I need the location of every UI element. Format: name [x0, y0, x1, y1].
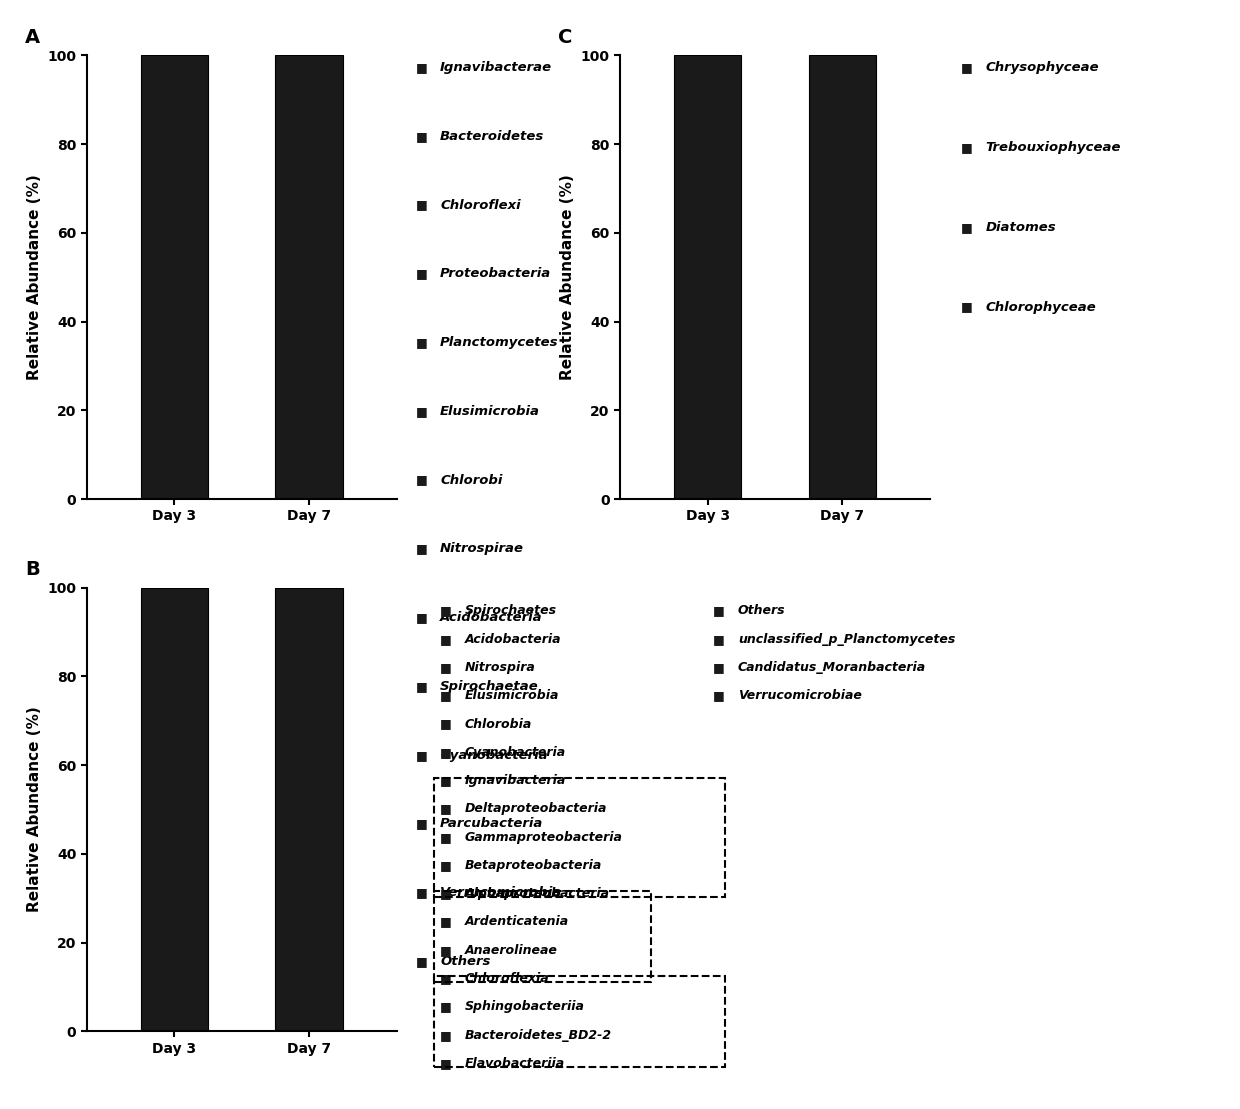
Text: ■: ■ [440, 971, 451, 985]
Text: ■: ■ [440, 689, 451, 702]
Text: ■: ■ [415, 542, 427, 556]
Text: Bacteroidetes: Bacteroidetes [440, 130, 544, 143]
Text: ■: ■ [713, 661, 724, 674]
Text: Acidobacteria: Acidobacteria [465, 632, 562, 645]
Text: Chloroflexi: Chloroflexi [440, 199, 521, 212]
Text: Verrucomicrobia: Verrucomicrobia [440, 886, 563, 899]
Text: unclassified_p_Planctomycetes: unclassified_p_Planctomycetes [738, 632, 955, 645]
Text: ■: ■ [415, 267, 427, 281]
Text: ■: ■ [415, 749, 427, 762]
Text: Chloroflexia: Chloroflexia [465, 971, 549, 985]
Text: ■: ■ [415, 611, 427, 624]
Text: ■: ■ [440, 915, 451, 928]
Text: Nitrospira: Nitrospira [465, 661, 536, 674]
Text: Spirochaetae: Spirochaetae [440, 680, 539, 693]
Text: Parcubacteria: Parcubacteria [440, 817, 543, 831]
Text: ■: ■ [415, 336, 427, 349]
Text: C: C [558, 28, 573, 47]
Text: ■: ■ [440, 803, 451, 815]
Text: ■: ■ [415, 680, 427, 693]
Text: ■: ■ [440, 604, 451, 618]
Bar [673, 55, 742, 499]
Text: Planctomycetes: Planctomycetes [440, 336, 559, 349]
Text: ■: ■ [415, 817, 427, 831]
Bar [140, 588, 208, 1031]
Text: Trebouxiophyceae: Trebouxiophyceae [986, 141, 1121, 154]
Text: Chrysophyceae: Chrysophyceae [986, 61, 1100, 74]
Text: ■: ■ [961, 61, 972, 74]
Bar [140, 55, 208, 499]
Text: ■: ■ [440, 1000, 451, 1014]
Text: Betaproteobacteria: Betaproteobacteria [465, 858, 603, 872]
Text: ■: ■ [440, 944, 451, 957]
Text: ■: ■ [440, 858, 451, 872]
Text: ■: ■ [961, 221, 972, 234]
Text: ■: ■ [961, 301, 972, 314]
Y-axis label: Relative Abundance (%): Relative Abundance (%) [27, 174, 42, 380]
Text: ■: ■ [440, 632, 451, 645]
Text: Cyanobacteria: Cyanobacteria [440, 749, 548, 762]
Text: ■: ■ [440, 1029, 451, 1041]
Text: ■: ■ [713, 689, 724, 702]
Text: Others: Others [738, 604, 785, 618]
Text: ■: ■ [713, 604, 724, 618]
Text: ■: ■ [415, 886, 427, 899]
Text: Verrucomicrobiae: Verrucomicrobiae [738, 689, 862, 702]
Text: ■: ■ [713, 632, 724, 645]
Text: Elusimicrobia: Elusimicrobia [440, 405, 541, 418]
Bar [275, 588, 343, 1031]
Text: ■: ■ [440, 661, 451, 674]
Y-axis label: Relative Abundance (%): Relative Abundance (%) [27, 706, 42, 913]
Text: Gammaproteobacteria: Gammaproteobacteria [465, 831, 622, 844]
Text: B: B [25, 560, 40, 579]
Bar [275, 55, 343, 499]
Text: ■: ■ [440, 831, 451, 844]
Text: ■: ■ [440, 1057, 451, 1070]
Bar [808, 55, 877, 499]
Text: Ignavibacterae: Ignavibacterae [440, 61, 552, 74]
Text: ■: ■ [415, 474, 427, 487]
Text: ■: ■ [440, 718, 451, 731]
Text: Others: Others [440, 955, 491, 968]
Text: Sphingobacteriia: Sphingobacteriia [465, 1000, 585, 1014]
Text: ■: ■ [415, 199, 427, 212]
Y-axis label: Relative Abundance (%): Relative Abundance (%) [560, 174, 575, 380]
Text: ■: ■ [961, 141, 972, 154]
Text: Acidobacteria: Acidobacteria [440, 611, 543, 624]
Text: Chlorobia: Chlorobia [465, 718, 532, 731]
Text: ■: ■ [415, 61, 427, 74]
Text: ■: ■ [440, 887, 451, 901]
Text: A: A [25, 28, 40, 47]
Text: ■: ■ [440, 746, 451, 759]
Text: Ardenticatenia: Ardenticatenia [465, 915, 569, 928]
Text: Alphaproteobacteria: Alphaproteobacteria [465, 887, 610, 901]
Text: Elusimicrobia: Elusimicrobia [465, 689, 559, 702]
Text: Diatomes: Diatomes [986, 221, 1056, 234]
Text: Chlorobi: Chlorobi [440, 474, 502, 487]
Text: Ignavibacteria: Ignavibacteria [465, 774, 567, 787]
Text: Proteobacteria: Proteobacteria [440, 267, 552, 281]
Text: Cyanobacteria: Cyanobacteria [465, 746, 567, 759]
Text: Deltaproteobacteria: Deltaproteobacteria [465, 803, 608, 815]
Text: Bacteroidetes_BD2-2: Bacteroidetes_BD2-2 [465, 1029, 613, 1041]
Text: ■: ■ [415, 130, 427, 143]
Text: ■: ■ [415, 955, 427, 968]
Text: Nitrospirae: Nitrospirae [440, 542, 525, 556]
Text: Candidatus_Moranbacteria: Candidatus_Moranbacteria [738, 661, 926, 674]
Text: ■: ■ [440, 774, 451, 787]
Text: Chlorophyceae: Chlorophyceae [986, 301, 1096, 314]
Text: Anaerolineae: Anaerolineae [465, 944, 558, 957]
Text: Spirochaetes: Spirochaetes [465, 604, 557, 618]
Text: ■: ■ [415, 405, 427, 418]
Text: Flavobacteriia: Flavobacteriia [465, 1057, 565, 1070]
